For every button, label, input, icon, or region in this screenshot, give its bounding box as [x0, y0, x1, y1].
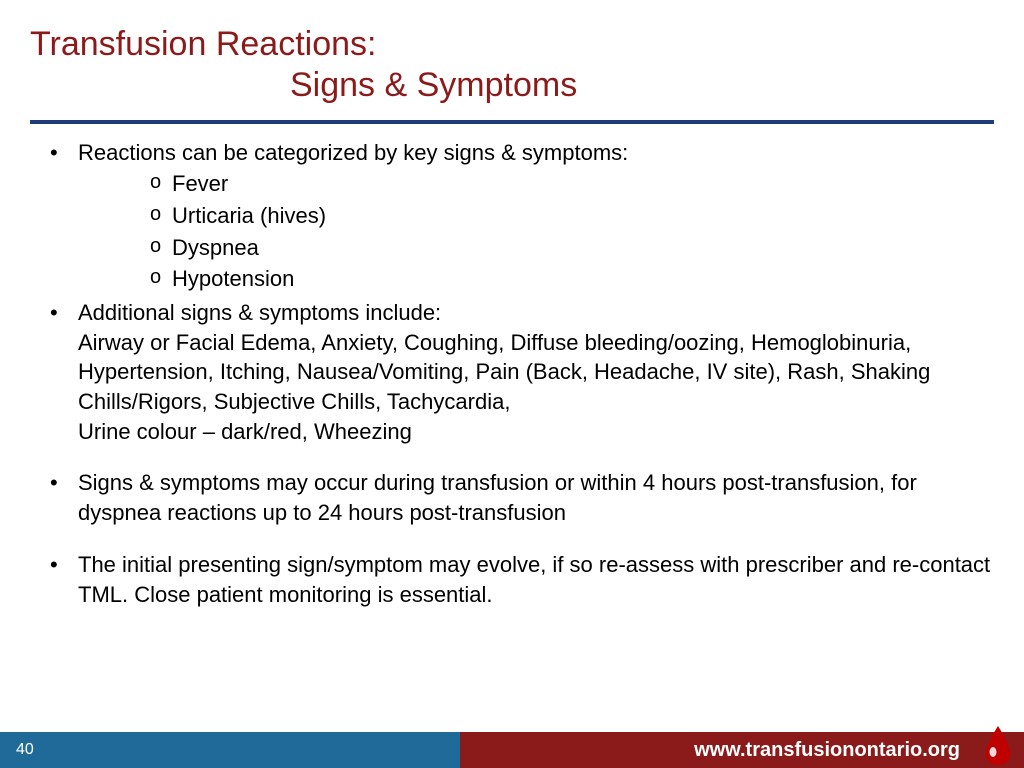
sub-bullet-item: Hypotension [150, 264, 994, 294]
spacer [50, 532, 994, 550]
bullet-item: Signs & symptoms may occur during transf… [50, 468, 994, 527]
footer-url: www.transfusionontario.org [694, 739, 960, 762]
footer: 40 www.transfusionontario.org [0, 732, 1024, 768]
bullet-text: Signs & symptoms may occur during transf… [78, 470, 917, 525]
bullet-text: Additional signs & symptoms include: [78, 300, 441, 325]
bullet-item: The initial presenting sign/symptom may … [50, 550, 994, 609]
spacer [50, 450, 994, 468]
bullet-text: Reactions can be categorized by key sign… [78, 140, 628, 165]
footer-left: 40 [0, 732, 460, 768]
title-line-1: Transfusion Reactions: [30, 24, 994, 65]
bullet-text: The initial presenting sign/symptom may … [78, 552, 990, 607]
bullet-text: Urine colour – dark/red, Wheezing [78, 419, 412, 444]
title-block: Transfusion Reactions: Signs & Symptoms [0, 0, 1024, 114]
bullet-item: Additional signs & symptoms include: Airw… [50, 298, 994, 446]
content-body: Reactions can be categorized by key sign… [0, 124, 1024, 610]
bullet-list: Reactions can be categorized by key sign… [50, 138, 994, 610]
sub-bullet-item: Dyspnea [150, 233, 994, 263]
sub-bullet-list: FeverUrticaria (hives)DyspneaHypotension [78, 169, 994, 294]
bullet-item: Reactions can be categorized by key sign… [50, 138, 994, 294]
slide: Transfusion Reactions: Signs & Symptoms … [0, 0, 1024, 768]
bullet-text: Airway or Facial Edema, Anxiety, Coughin… [78, 330, 930, 414]
sub-bullet-item: Fever [150, 169, 994, 199]
slide-number: 40 [16, 741, 34, 759]
footer-right: www.transfusionontario.org [460, 732, 1024, 768]
sub-bullet-item: Urticaria (hives) [150, 201, 994, 231]
title-line-2: Signs & Symptoms [30, 65, 994, 106]
blood-drop-icon [982, 724, 1014, 766]
